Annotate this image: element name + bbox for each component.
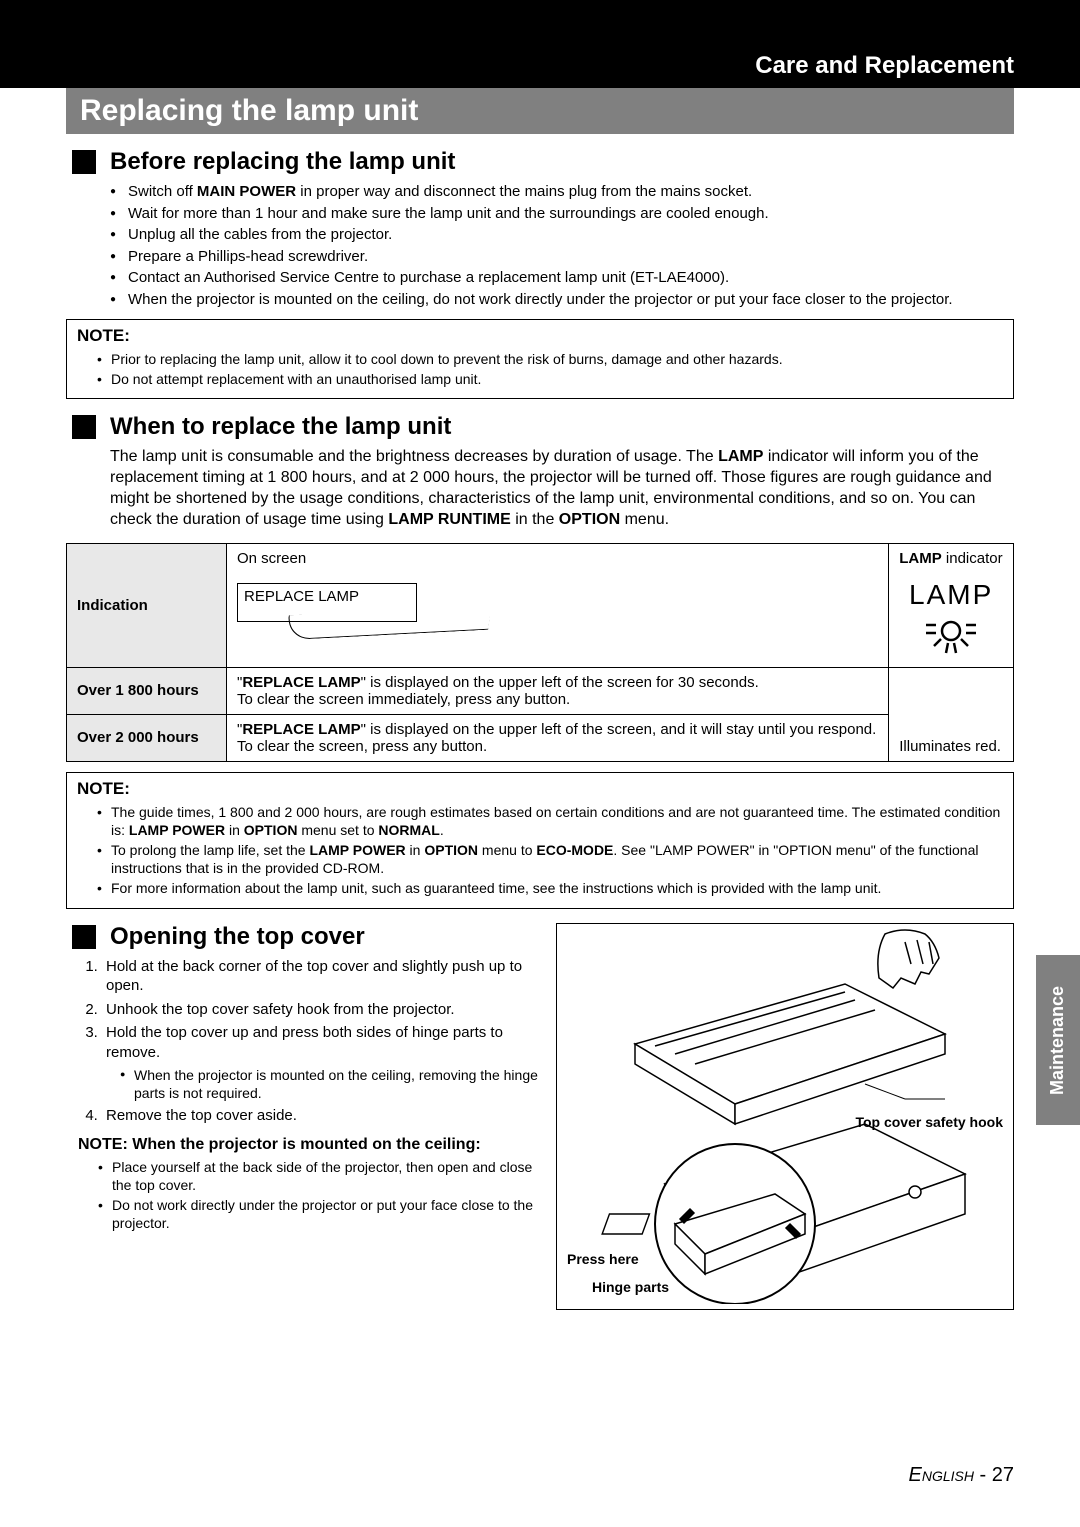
note-box-2: NOTE: The guide times, 1 800 and 2 000 h… bbox=[66, 772, 1014, 909]
ceiling-note-list: Place yourself at the back side of the p… bbox=[98, 1158, 546, 1233]
diagram-box: Top cover safety hook Press here Hinge p… bbox=[556, 923, 1014, 1310]
lamp-indicator-icon bbox=[906, 611, 996, 661]
label-press: Press here bbox=[567, 1251, 639, 1267]
row-2000: Over 2 000 hours bbox=[67, 714, 227, 761]
note-title: NOTE: bbox=[77, 779, 1003, 799]
note-item: To prolong the lamp life, set the LAMP P… bbox=[97, 841, 1003, 877]
heading-before: Before replacing the lamp unit bbox=[72, 148, 1014, 176]
header-section: Care and Replacement bbox=[755, 52, 1014, 80]
before-list: Switch off MAIN POWER in proper way and … bbox=[110, 182, 1014, 309]
before-item: Switch off MAIN POWER in proper way and … bbox=[110, 182, 1014, 202]
before-item: When the projector is mounted on the cei… bbox=[110, 290, 1014, 310]
note-item: The guide times, 1 800 and 2 000 hours, … bbox=[97, 803, 1003, 839]
before-item: Prepare a Phillips-head screwdriver. bbox=[110, 247, 1014, 267]
step-sub: When the projector is mounted on the cei… bbox=[120, 1066, 546, 1102]
note-box-1: NOTE: Prior to replacing the lamp unit, … bbox=[66, 319, 1014, 399]
note-item: Do not attempt replacement with an unaut… bbox=[97, 370, 1003, 388]
step: Hold the top cover up and press both sid… bbox=[102, 1023, 546, 1102]
before-item: Contact an Authorised Service Centre to … bbox=[110, 268, 1014, 288]
col-onscreen: On screen bbox=[227, 543, 889, 573]
cell-1800-desc: "REPLACE LAMP" is displayed on the upper… bbox=[227, 667, 889, 714]
note-item: For more information about the lamp unit… bbox=[97, 879, 1003, 897]
heading-when: When to replace the lamp unit bbox=[72, 413, 1014, 441]
step-sub-item: When the projector is mounted on the cei… bbox=[120, 1066, 546, 1102]
step: Unhook the top cover safety hook from th… bbox=[102, 1000, 546, 1020]
before-item: Unplug all the cables from the projector… bbox=[110, 225, 1014, 245]
side-tab: Maintenance bbox=[1036, 955, 1080, 1125]
step: Hold at the back corner of the top cover… bbox=[102, 957, 546, 996]
row-indication: Indication bbox=[67, 543, 227, 667]
heading-before-text: Before replacing the lamp unit bbox=[110, 148, 455, 176]
cell-lamp-icon: LAMP bbox=[889, 573, 1014, 668]
note-list: The guide times, 1 800 and 2 000 hours, … bbox=[97, 803, 1003, 898]
when-paragraph: The lamp unit is consumable and the brig… bbox=[110, 447, 1014, 530]
cell-2000-desc: "REPLACE LAMP" is displayed on the upper… bbox=[227, 714, 889, 761]
note-title: NOTE: bbox=[77, 326, 1003, 346]
before-item: Wait for more than 1 hour and make sure … bbox=[110, 204, 1014, 224]
square-bullet-icon bbox=[72, 150, 96, 174]
cell-illuminates: Illuminates red. bbox=[889, 667, 1014, 761]
step: Remove the top cover aside. bbox=[102, 1106, 546, 1126]
heading-when-text: When to replace the lamp unit bbox=[110, 413, 451, 441]
opening-steps: Hold at the back corner of the top cover… bbox=[102, 957, 546, 1126]
col-lampind: LAMP indicator bbox=[889, 543, 1014, 573]
lamp-table: Indication On screen LAMP indicator REPL… bbox=[66, 543, 1014, 762]
row-1800: Over 1 800 hours bbox=[67, 667, 227, 714]
two-column: Opening the top cover Hold at the back c… bbox=[66, 923, 1014, 1310]
label-hook: Top cover safety hook bbox=[855, 1114, 1003, 1130]
ceiling-note-heading: NOTE: When the projector is mounted on t… bbox=[78, 1136, 546, 1154]
ceiling-note-item: Do not work directly under the projector… bbox=[98, 1196, 546, 1232]
left-column: Opening the top cover Hold at the back c… bbox=[66, 923, 556, 1310]
cell-onscreen-visual: REPLACE LAMP bbox=[227, 573, 889, 668]
ceiling-note-item: Place yourself at the back side of the p… bbox=[98, 1158, 546, 1194]
header-band: Care and Replacement bbox=[0, 0, 1080, 88]
side-tab-label: Maintenance bbox=[1048, 985, 1069, 1094]
lamp-label: LAMP bbox=[899, 579, 1003, 611]
page-number: English - 27 bbox=[909, 1464, 1015, 1487]
heading-opening-text: Opening the top cover bbox=[110, 923, 365, 951]
note-list: Prior to replacing the lamp unit, allow … bbox=[97, 350, 1003, 388]
label-hinge: Hinge parts bbox=[592, 1279, 669, 1295]
heading-opening: Opening the top cover bbox=[72, 923, 546, 951]
note-item: Prior to replacing the lamp unit, allow … bbox=[97, 350, 1003, 368]
square-bullet-icon bbox=[72, 415, 96, 439]
page-content: Replacing the lamp unit Before replacing… bbox=[0, 88, 1080, 1310]
square-bullet-icon bbox=[72, 925, 96, 949]
page-title-bar: Replacing the lamp unit bbox=[66, 88, 1014, 134]
onscreen-osd: REPLACE LAMP bbox=[237, 583, 417, 622]
